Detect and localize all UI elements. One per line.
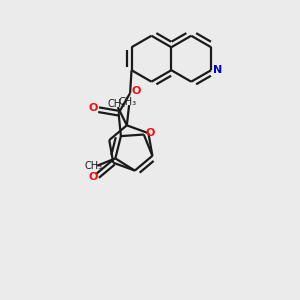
Text: O: O [132,86,141,96]
Text: O: O [88,103,98,113]
Text: O: O [146,128,155,138]
Text: O: O [88,172,98,182]
Text: N: N [213,65,222,75]
Text: CH₃: CH₃ [108,99,126,109]
Text: CH₃: CH₃ [85,161,103,171]
Text: CH₃: CH₃ [119,97,137,107]
